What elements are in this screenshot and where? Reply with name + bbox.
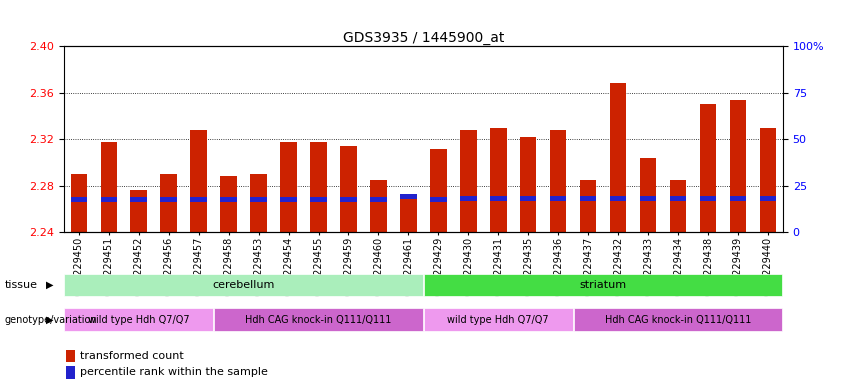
Bar: [640, 158, 656, 232]
Bar: [370, 180, 386, 232]
Text: genotype/variation: genotype/variation: [4, 314, 97, 325]
Bar: [191, 130, 207, 232]
Text: Hdh CAG knock-in Q111/Q111: Hdh CAG knock-in Q111/Q111: [245, 314, 391, 325]
Bar: [280, 142, 297, 232]
Text: wild type Hdh Q7/Q7: wild type Hdh Q7/Q7: [88, 314, 190, 325]
Bar: [250, 174, 267, 232]
Text: ▶: ▶: [46, 280, 53, 290]
Bar: [370, 197, 386, 202]
Bar: [130, 197, 147, 202]
Bar: [700, 104, 717, 232]
Text: percentile rank within the sample: percentile rank within the sample: [80, 367, 268, 377]
Bar: [65, 308, 213, 331]
Bar: [280, 197, 297, 202]
Text: striatum: striatum: [580, 280, 626, 290]
Bar: [610, 83, 626, 232]
Bar: [340, 197, 357, 202]
Bar: [71, 197, 87, 202]
Bar: [520, 196, 536, 201]
Bar: [430, 149, 447, 232]
Bar: [700, 196, 717, 201]
Text: cerebellum: cerebellum: [213, 280, 275, 290]
Bar: [640, 196, 656, 201]
Text: Hdh CAG knock-in Q111/Q111: Hdh CAG knock-in Q111/Q111: [605, 314, 751, 325]
Text: transformed count: transformed count: [80, 351, 184, 361]
Bar: [550, 196, 567, 201]
Text: tissue: tissue: [4, 280, 37, 290]
Text: ▶: ▶: [46, 314, 53, 325]
Bar: [220, 197, 237, 202]
Bar: [100, 197, 117, 202]
Bar: [574, 308, 782, 331]
Bar: [490, 196, 506, 201]
Bar: [66, 350, 76, 362]
Bar: [71, 174, 87, 232]
Bar: [490, 127, 506, 232]
Bar: [610, 196, 626, 201]
Bar: [520, 137, 536, 232]
Bar: [430, 197, 447, 202]
Bar: [191, 197, 207, 202]
Bar: [400, 195, 417, 232]
Bar: [424, 308, 573, 331]
Bar: [760, 127, 776, 232]
Bar: [220, 177, 237, 232]
Bar: [340, 146, 357, 232]
Bar: [670, 180, 686, 232]
Bar: [65, 274, 423, 296]
Bar: [214, 308, 423, 331]
Bar: [760, 196, 776, 201]
Bar: [670, 196, 686, 201]
Bar: [550, 130, 567, 232]
Bar: [311, 142, 327, 232]
Bar: [311, 197, 327, 202]
Bar: [580, 180, 597, 232]
Bar: [400, 194, 417, 199]
Bar: [730, 99, 746, 232]
Bar: [66, 366, 76, 379]
Bar: [424, 274, 782, 296]
Bar: [250, 197, 267, 202]
Bar: [580, 196, 597, 201]
Bar: [161, 174, 177, 232]
Bar: [161, 197, 177, 202]
Bar: [100, 142, 117, 232]
Text: wild type Hdh Q7/Q7: wild type Hdh Q7/Q7: [448, 314, 549, 325]
Bar: [460, 130, 477, 232]
Bar: [730, 196, 746, 201]
Bar: [130, 190, 147, 232]
Bar: [460, 196, 477, 201]
Title: GDS3935 / 1445900_at: GDS3935 / 1445900_at: [343, 31, 504, 45]
